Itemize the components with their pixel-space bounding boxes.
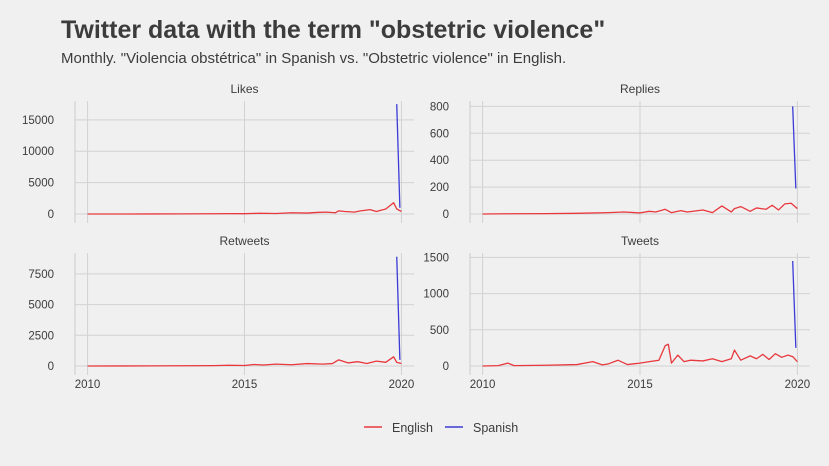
y-tick-label-15000: 15000	[22, 115, 54, 127]
facet-label-tweets: Tweets	[621, 234, 659, 248]
y-tick-label-5000: 5000	[28, 178, 54, 190]
chart-subtitle: Monthly. "Violencia obstétrica" in Spani…	[61, 50, 566, 67]
x-tick-label-2010: 2010	[470, 379, 496, 391]
series-line-retweets-english	[87, 356, 402, 367]
series-line-replies-spanish	[792, 106, 797, 189]
y-tick-label-2500: 2500	[28, 330, 54, 342]
y-tick-label-0: 0	[48, 361, 54, 373]
series-line-likes-english	[87, 202, 402, 215]
legend-label-spanish: Spanish	[473, 421, 518, 435]
y-tick-label-5000: 5000	[28, 300, 54, 312]
legend-item-spanish: Spanish	[445, 421, 518, 435]
panel-likes: Likes 0 5000 10000 15000	[22, 82, 414, 223]
x-tick-label-2020: 2020	[389, 379, 415, 391]
y-tick-label-1500: 1500	[423, 252, 449, 264]
x-tick-label-2010: 2010	[75, 379, 101, 391]
series-line-replies-english	[482, 202, 798, 215]
x-tick-label-2020: 2020	[785, 379, 811, 391]
chart-title: Twitter data with the term "obstetric vi…	[61, 16, 605, 44]
x-tick-label-2015: 2015	[627, 379, 653, 391]
y-tick-label-400: 400	[430, 155, 449, 167]
y-tick-label-600: 600	[430, 128, 449, 140]
facet-panels: Likes050001000015000Replies0200400600800…	[22, 82, 810, 391]
legend: English Spanish	[364, 421, 518, 435]
facet-label-likes: Likes	[230, 82, 258, 96]
facet-label-replies: Replies	[620, 82, 660, 96]
panel-tweets: Tweets 0 500 1000 1500 2010 2015 2020	[423, 234, 810, 391]
legend-item-english: English	[364, 421, 433, 435]
legend-label-english: English	[392, 421, 433, 435]
y-tick-label-500: 500	[430, 325, 449, 337]
series-line-retweets-spanish	[396, 256, 401, 360]
y-tick-label-1000: 1000	[423, 289, 449, 301]
series-line-tweets-spanish	[792, 260, 797, 348]
y-tick-label-0: 0	[443, 361, 449, 373]
y-tick-label-10000: 10000	[22, 146, 54, 158]
x-tick-label-2015: 2015	[232, 379, 258, 391]
facet-label-retweets: Retweets	[219, 234, 269, 248]
panel-replies: Replies 0 200 400 600 800	[430, 82, 810, 223]
y-tick-label-7500: 7500	[28, 269, 54, 281]
y-tick-label-0: 0	[48, 209, 54, 221]
y-tick-label-200: 200	[430, 182, 449, 194]
y-tick-label-0: 0	[443, 209, 449, 221]
series-line-likes-spanish	[396, 104, 401, 208]
series-line-tweets-english	[482, 343, 798, 367]
panel-retweets: Retweets 0 2500 5000 7500 2010 2015 2020	[28, 234, 414, 391]
y-tick-label-800: 800	[430, 101, 449, 113]
